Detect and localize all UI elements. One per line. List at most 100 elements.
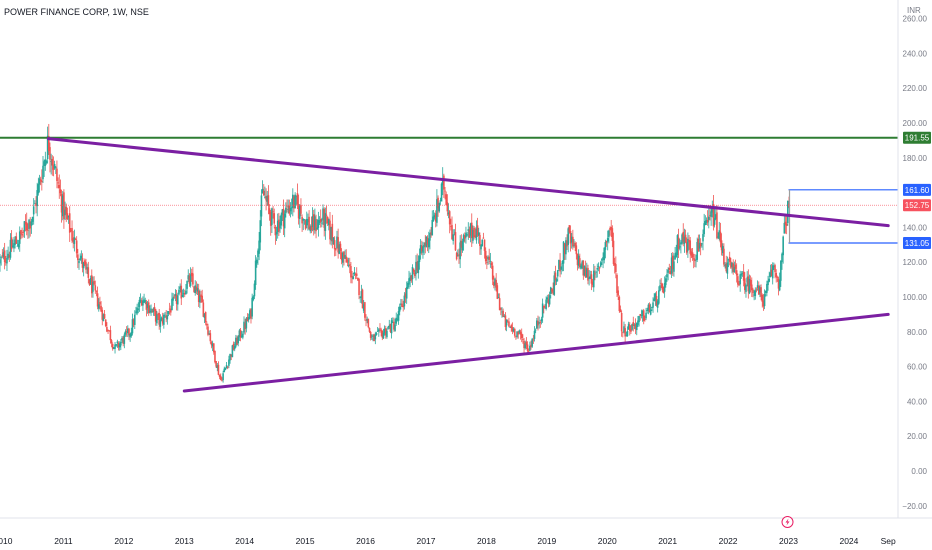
candle-body [13, 243, 15, 249]
candle-body [581, 261, 583, 268]
candle-body [724, 264, 726, 267]
candle-body [379, 328, 381, 330]
candle-body [410, 275, 413, 281]
candle-body [129, 333, 131, 338]
candle-body [462, 235, 465, 242]
candle-body [612, 240, 615, 265]
candle-body [36, 190, 38, 207]
candle-body [360, 291, 363, 299]
candle-body [659, 285, 661, 291]
candle-body [520, 333, 523, 339]
candle-body [634, 323, 637, 330]
candle-body [99, 301, 101, 305]
candle-body [632, 322, 635, 326]
candle-body [633, 324, 636, 326]
candle-body [475, 228, 478, 241]
candle-body [346, 259, 349, 263]
candle-body [544, 307, 546, 309]
candle-body [482, 237, 485, 239]
candle-body [483, 239, 486, 251]
candle-body [38, 178, 41, 185]
candle-body [2, 252, 5, 258]
candle-body [389, 324, 392, 332]
candle-body [675, 252, 678, 258]
candle-body [125, 331, 128, 332]
candle-body [683, 236, 686, 244]
candle-body [677, 237, 680, 249]
candle-body [138, 299, 141, 307]
candle-body [552, 289, 554, 294]
candle-body [213, 343, 215, 353]
x-tick-label: 2012 [114, 536, 133, 546]
candle-body [21, 233, 23, 236]
candle-body [394, 324, 396, 331]
candle-body [697, 238, 700, 251]
candle-body [694, 259, 696, 262]
candle-body [584, 267, 587, 278]
candle-body [651, 307, 653, 308]
candle-body [140, 300, 143, 306]
candle-body [398, 306, 401, 312]
candle-body [408, 278, 410, 285]
candle-body [401, 303, 403, 307]
candle-body [628, 325, 631, 331]
candle-body [572, 236, 574, 247]
candle-body [22, 232, 25, 233]
candle-body [508, 321, 510, 327]
candle-body [275, 231, 278, 235]
candle-body [473, 227, 475, 238]
candle-body [340, 252, 343, 261]
y-tick-label: 0.00 [911, 467, 927, 476]
candle-body [541, 303, 544, 318]
candle-body [637, 320, 639, 325]
candle-body [211, 343, 214, 347]
candle-body [411, 267, 414, 280]
candle-body [254, 260, 257, 285]
candle-body [54, 167, 57, 169]
candle-body [179, 286, 181, 289]
candle-body [279, 222, 281, 229]
candle-body [654, 293, 657, 301]
candle-body [782, 236, 784, 256]
candle-body [668, 267, 671, 270]
y-tick-label: 260.00 [903, 15, 928, 24]
x-tick-label: 2011 [54, 536, 73, 546]
candle-body [39, 179, 42, 182]
candle-body [111, 344, 114, 349]
candle-body [680, 242, 682, 245]
candle-body [732, 263, 735, 272]
candle-body [314, 216, 316, 231]
candle-body [282, 208, 285, 227]
candle-body [776, 277, 779, 278]
candle-body [246, 317, 249, 322]
candle-body [292, 194, 294, 208]
candle-body [718, 230, 721, 239]
candle-body [649, 309, 652, 315]
candle-body [88, 279, 91, 285]
candle-body [438, 203, 441, 212]
candle-body [362, 304, 365, 311]
candle-body [77, 254, 79, 261]
candle-body [103, 313, 106, 319]
candle-body [702, 234, 704, 242]
candle-body [416, 261, 418, 271]
candle-body [576, 253, 579, 266]
candle-body [440, 183, 443, 202]
candle-body [8, 254, 11, 258]
x-tick-label: 2017 [417, 536, 436, 546]
candle-body [132, 319, 135, 325]
candle-body [477, 232, 480, 236]
candle-body [378, 329, 380, 332]
candle-body [252, 296, 255, 300]
candle-body [670, 257, 673, 274]
candle-body [555, 279, 558, 282]
candle-body [547, 299, 550, 305]
candle-body [558, 259, 560, 270]
candle-body [605, 240, 608, 243]
candle-body [504, 315, 507, 327]
y-tick-label: 140.00 [903, 223, 928, 232]
candle-body [445, 194, 447, 205]
